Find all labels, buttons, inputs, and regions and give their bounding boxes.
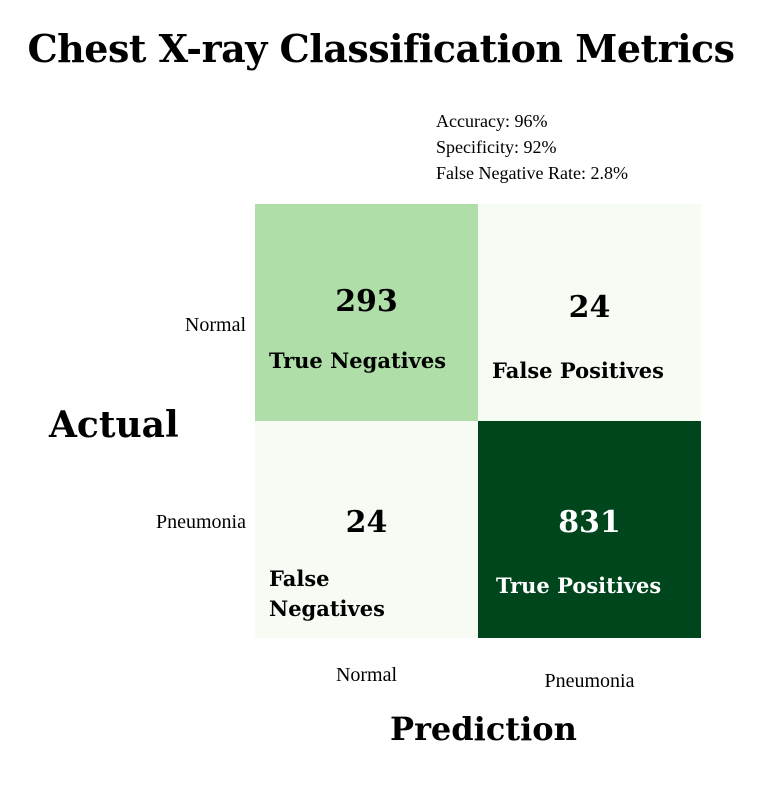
- cell-label: False Positives: [492, 358, 664, 383]
- cell-label: True Positives: [496, 573, 662, 598]
- cell-true-positives: 831 True Positives: [478, 421, 701, 638]
- row-label-normal: Normal: [184, 314, 246, 336]
- cell-count: 293: [335, 284, 398, 319]
- cell-false-negatives: 24 False Negatives: [255, 421, 478, 638]
- cell-count: 24: [345, 505, 388, 540]
- metrics-annotation: Accuracy: 96% Specificity: 92% False Neg…: [436, 108, 628, 186]
- cell-label: False Negatives: [269, 566, 385, 621]
- false-negative-rate-annotation: False Negative Rate: 2.8%: [436, 163, 628, 183]
- col-label-normal: Normal: [335, 664, 398, 686]
- x-axis-title: Prediction: [390, 710, 577, 748]
- col-label-pneumonia: Pneumonia: [544, 670, 635, 692]
- cell-true-negatives: 293 True Negatives: [255, 204, 478, 421]
- cell-label: True Negatives: [269, 348, 447, 373]
- specificity-annotation: Specificity: 92%: [436, 137, 557, 157]
- cell-false-positives: 24 False Positives: [478, 204, 701, 421]
- confusion-matrix: 293 True Negatives 24 False Positives 24…: [255, 204, 701, 638]
- y-axis-title: Actual: [49, 404, 179, 446]
- cell-count: 24: [568, 290, 611, 325]
- cell-count: 831: [558, 505, 621, 540]
- accuracy-annotation: Accuracy: 96%: [436, 111, 548, 131]
- row-label-pneumonia: Pneumonia: [156, 511, 246, 533]
- chart-title: Chest X-ray Classification Metrics: [27, 26, 735, 71]
